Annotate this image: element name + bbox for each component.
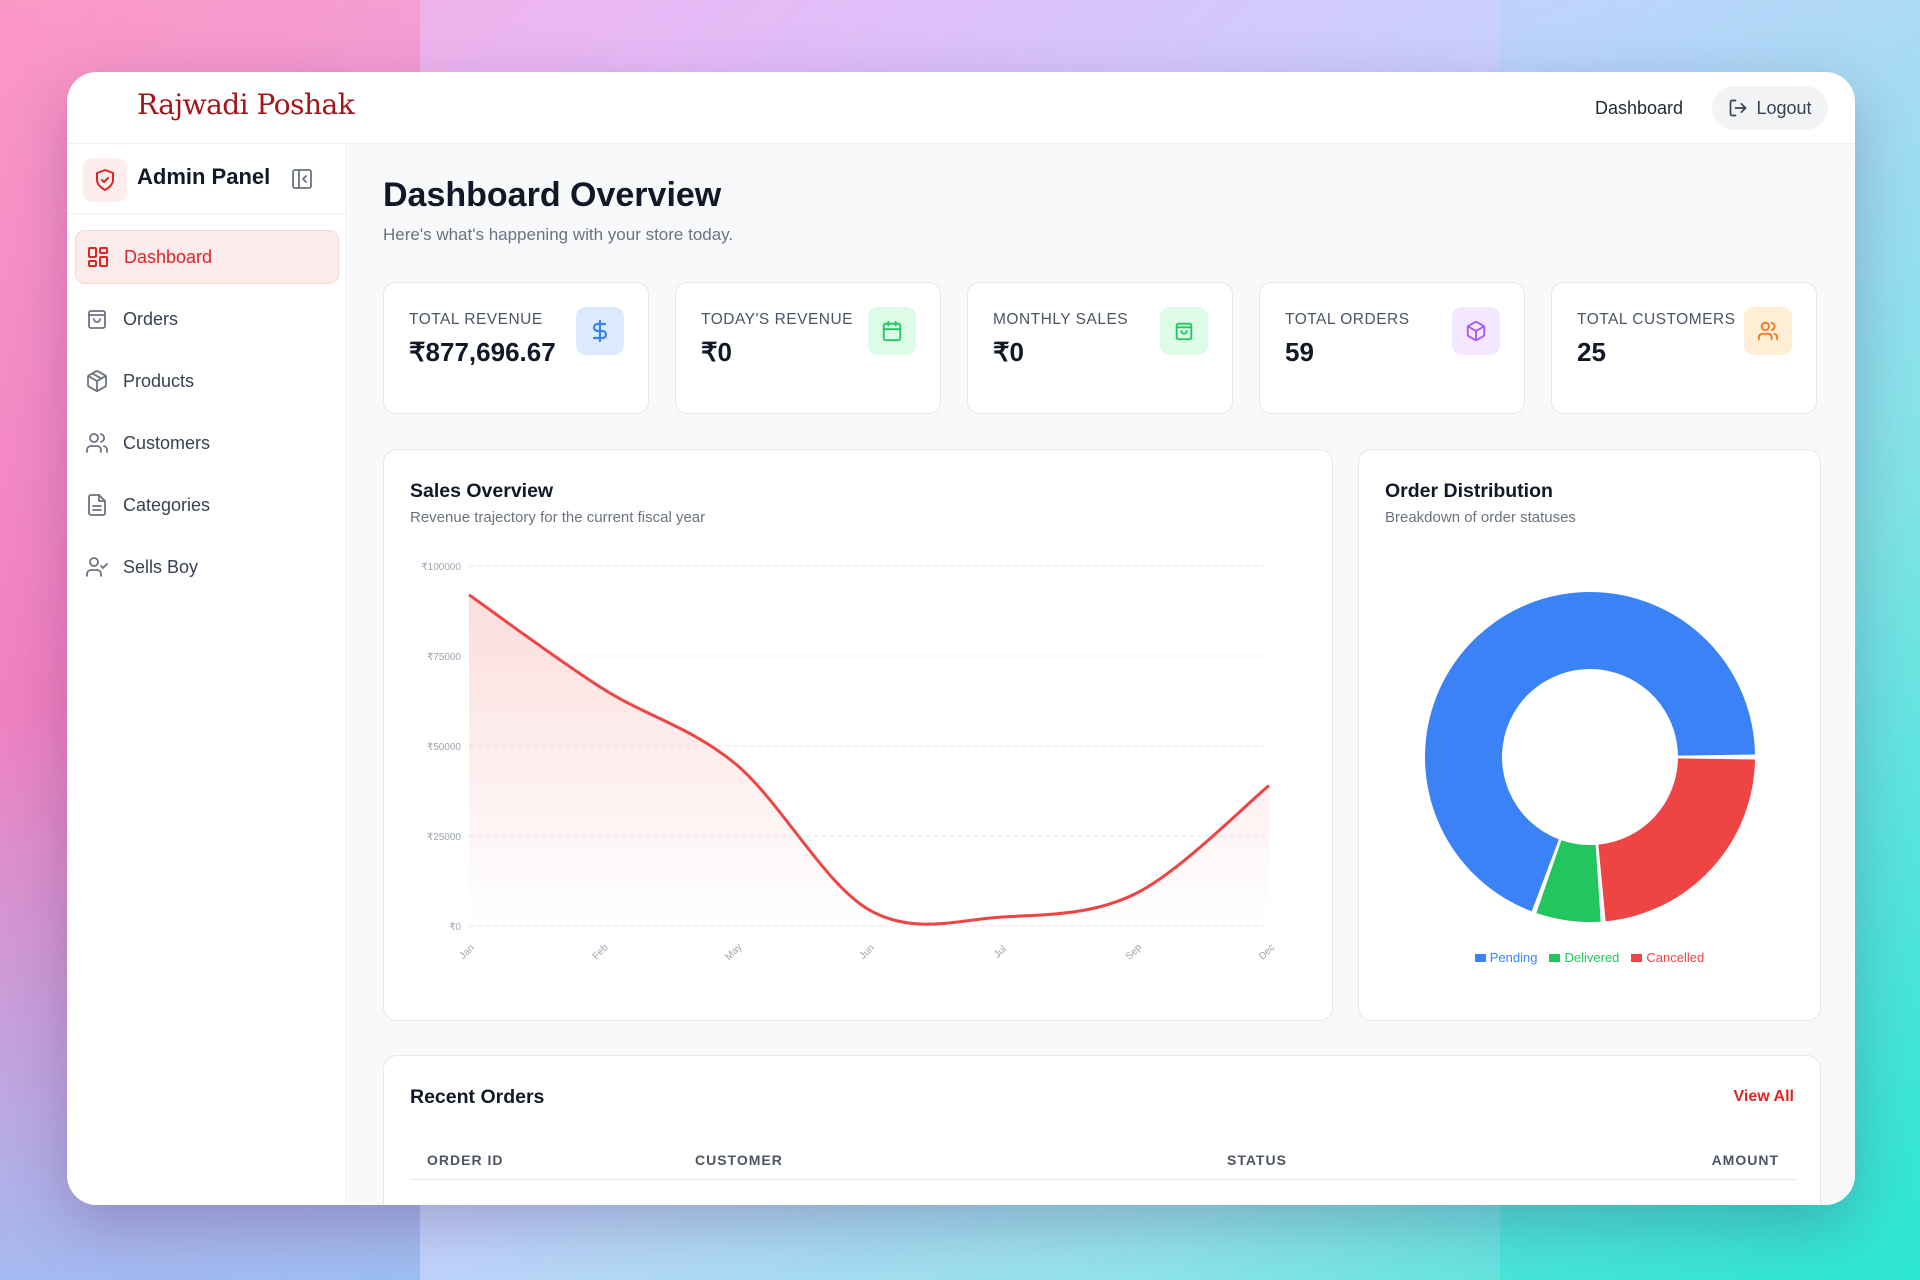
panel-subtitle: Revenue trajectory for the current fisca… <box>410 509 706 526</box>
stat-label: Total Orders <box>1285 311 1410 328</box>
nav-dashboard-link[interactable]: Dashboard <box>1595 98 1684 118</box>
logout-label: Logout <box>1756 97 1812 118</box>
stat-value: ₹877,696.67 <box>409 337 556 367</box>
sidebar: Admin Panel Dashboard Orders <box>67 144 347 1205</box>
x-tick-label: Jul <box>992 944 1009 961</box>
x-tick-label: May <box>723 942 744 963</box>
stat-label: Monthly Sales <box>993 311 1129 328</box>
legend-item-pending[interactable]: Pending <box>1474 950 1538 965</box>
sidebar-item-categories[interactable]: Categories <box>75 478 339 532</box>
dollar-icon <box>576 307 624 355</box>
sidebar-title: Admin Panel <box>137 164 271 189</box>
x-tick-label: Dec <box>1257 942 1277 962</box>
stat-value: 59 <box>1285 337 1314 367</box>
view-all-link[interactable]: View All <box>1733 1088 1794 1105</box>
panel-title: Recent Orders <box>410 1086 545 1108</box>
stat-label: Total Revenue <box>409 311 543 328</box>
y-tick-label: ₹0 <box>449 922 461 933</box>
calendar-icon <box>868 307 916 355</box>
panel-subtitle: Breakdown of order statuses <box>1385 509 1576 526</box>
stat-value: ₹0 <box>993 337 1025 367</box>
sidebar-header: Admin Panel <box>67 144 347 214</box>
logout-icon <box>1730 99 1747 117</box>
sidebar-item-label: Orders <box>123 308 179 329</box>
panel-title: Sales Overview <box>410 480 554 502</box>
order-distribution-panel: Order Distribution Breakdown of order st… <box>1358 449 1821 1021</box>
y-tick-label: ₹75000 <box>427 652 462 663</box>
logout-button[interactable]: Logout <box>1712 86 1828 130</box>
x-tick-label: Jan <box>458 943 477 962</box>
legend-item-cancelled[interactable]: Cancelled <box>1631 950 1704 965</box>
sidebar-item-dashboard[interactable]: Dashboard <box>75 230 339 284</box>
package-box-icon <box>87 370 107 392</box>
page-subtitle: Here's what's happening with your store … <box>383 225 734 244</box>
package-icon <box>1452 307 1500 355</box>
dashboard-grid-icon <box>88 247 108 267</box>
y-tick-label: ₹25000 <box>427 832 462 843</box>
y-tick-label: ₹50000 <box>427 742 462 753</box>
sidebar-item-customers[interactable]: Customers <box>75 416 339 470</box>
sidebar-item-sells-boy[interactable]: Sells Boy <box>75 540 339 594</box>
panel-title: Order Distribution <box>1385 480 1553 502</box>
table-header-row: Order ID Customer Status Amount <box>410 1142 1796 1180</box>
page-title: Dashboard Overview <box>383 176 722 214</box>
stat-value: 25 <box>1577 337 1606 367</box>
donut-slice-delivered[interactable] <box>1536 840 1601 922</box>
user-check-icon <box>86 557 108 577</box>
sidebar-menu: Dashboard Orders Products Customers <box>75 230 339 602</box>
legend-swatch <box>1631 953 1643 962</box>
stat-card-todays-revenue: Today's Revenue ₹0 <box>675 282 941 414</box>
shield-icon <box>83 158 127 202</box>
donut-slice-pending[interactable] <box>1425 592 1755 912</box>
stat-value: ₹0 <box>701 337 733 367</box>
column-header-customer[interactable]: Customer <box>695 1152 783 1168</box>
users-icon <box>86 433 108 453</box>
main-content: Dashboard Overview Here's what's happeni… <box>348 144 1855 1205</box>
top-bar: Rajwadi Poshak Dashboard Logout <box>67 72 1855 144</box>
legend-swatch <box>1474 953 1486 962</box>
order-donut-chart <box>1425 592 1755 922</box>
y-tick-label: ₹100000 <box>421 562 461 573</box>
stat-card-total-customers: Total Customers 25 <box>1551 282 1817 414</box>
recent-orders-panel: Recent Orders View All Order ID Customer… <box>383 1055 1821 1205</box>
sidebar-item-label: Customers <box>123 432 211 453</box>
sidebar-item-label: Categories <box>123 494 211 515</box>
sales-overview-panel: Sales Overview Revenue trajectory for th… <box>383 449 1333 1021</box>
sales-area-chart: ₹0 ₹25000 ₹50000 ₹75000 ₹100000 Jan Feb May Jun J… <box>421 562 1277 963</box>
area-fill <box>469 594 1269 926</box>
legend-swatch <box>1549 953 1561 962</box>
legend-item-delivered[interactable]: Delivered <box>1549 950 1619 965</box>
stat-card-monthly-sales: Monthly Sales ₹0 <box>967 282 1233 414</box>
column-header-status[interactable]: Status <box>1227 1152 1287 1168</box>
column-header-amount[interactable]: Amount <box>1711 1152 1779 1168</box>
legend-label: Pending <box>1489 950 1538 965</box>
x-tick-label: Feb <box>591 942 611 962</box>
stat-label: Today's Revenue <box>701 311 854 328</box>
x-tick-label: Sep <box>1124 942 1145 963</box>
sidebar-item-products[interactable]: Products <box>75 354 339 408</box>
brand-logo[interactable]: Rajwadi Poshak <box>137 88 355 121</box>
series-line[interactable] <box>468 593 1270 926</box>
sidebar-item-label: Dashboard <box>124 246 213 267</box>
stat-card-total-revenue: Total Revenue ₹877,696.67 <box>383 282 649 414</box>
app-window: Rajwadi Poshak Dashboard Logout Admin Pa… <box>67 72 1855 1205</box>
stat-label: Total Customers <box>1577 311 1736 328</box>
sidebar-collapse-icon[interactable] <box>289 166 315 192</box>
users-icon <box>1744 307 1792 355</box>
donut-slice-cancelled[interactable] <box>1598 758 1755 922</box>
legend-label: Delivered <box>1564 950 1620 965</box>
legend-label: Cancelled <box>1646 950 1705 965</box>
sidebar-item-label: Products <box>123 370 195 391</box>
column-header-order-id[interactable]: Order ID <box>427 1152 504 1168</box>
chart-legend: Pending Delivered Cancelled <box>1359 950 1820 965</box>
x-tick-label: Jun <box>858 943 877 962</box>
sidebar-item-label: Sells Boy <box>123 556 199 577</box>
sidebar-item-orders[interactable]: Orders <box>75 292 339 346</box>
document-icon <box>88 494 106 516</box>
shopping-bag-icon <box>88 310 106 329</box>
shopping-bag-icon <box>1160 307 1208 355</box>
stat-card-total-orders: Total Orders 59 <box>1259 282 1525 414</box>
